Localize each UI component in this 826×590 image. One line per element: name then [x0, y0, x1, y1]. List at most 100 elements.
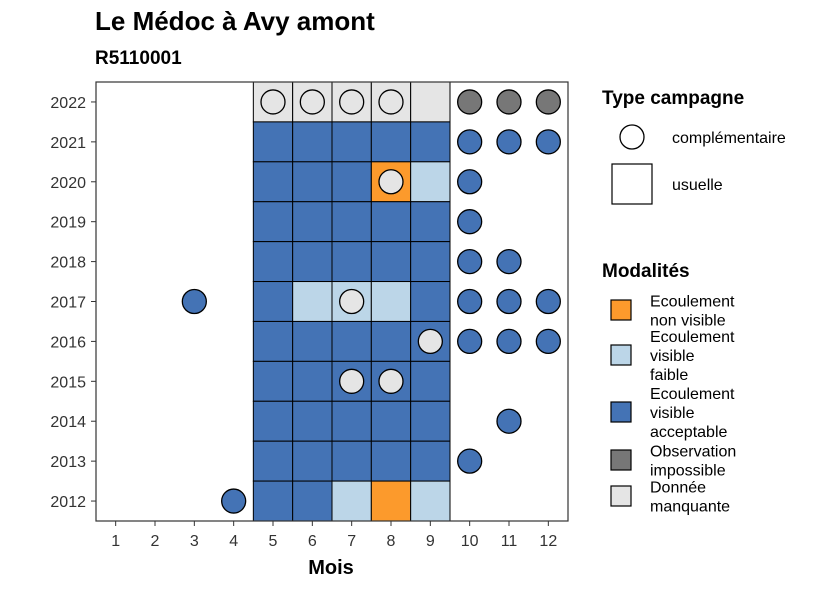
- point-complementaire-2015-7: [339, 368, 365, 394]
- tile-usuelle-2021-5: [252, 121, 294, 163]
- legend-label-observation_impossible: Observation impossible: [650, 444, 736, 480]
- tile-usuelle-2016-5: [252, 320, 294, 362]
- tile-usuelle-2013-8: [370, 440, 412, 482]
- tile-usuelle-2021-7: [331, 121, 372, 163]
- legend-label-ecoulement_non_visible: Ecoulement non visible: [650, 294, 735, 330]
- point-complementaire-2016-9: [417, 328, 443, 355]
- tile-usuelle-2022-9: [410, 81, 451, 123]
- legend-type-campagne: Type campagne complémentaire usuelle: [602, 88, 786, 205]
- y-tick-label-2012: 2012: [50, 494, 86, 511]
- y-tick-label-2018: 2018: [50, 255, 86, 272]
- point-complementaire-2015-8: [378, 368, 404, 394]
- point-complementaire-2016-12: [535, 328, 561, 355]
- tile-usuelle-2014-8: [370, 400, 412, 442]
- point-complementaire-2022-5: [260, 89, 286, 115]
- legend-key-observation_impossible: [610, 449, 632, 471]
- axes: 1 2 3 4 5 6 7 8 9 10 11 122012201320142015201620172…: [50, 81, 569, 550]
- y-tick-label-2013: 2013: [50, 454, 86, 471]
- tile-usuelle-2013-5: [252, 440, 294, 482]
- tile-usuelle-2012-8: [370, 480, 412, 522]
- tile-usuelle-2013-7: [331, 440, 372, 482]
- point-complementaire-2017-3: [181, 288, 207, 315]
- tile-usuelle-2017-8: [370, 281, 412, 322]
- tile-usuelle-2012-9: [410, 480, 451, 522]
- tile-usuelle-2019-6: [292, 201, 333, 243]
- y-tick-label-2014: 2014: [50, 414, 86, 431]
- point-complementaire-2021-12: [535, 129, 561, 155]
- y-tick-label-2020: 2020: [50, 175, 86, 192]
- point-complementaire-2022-8: [378, 89, 404, 115]
- point-complementaire-2018-11: [496, 248, 522, 275]
- point-complementaire-2019-10: [457, 209, 483, 235]
- tile-usuelle-2016-6: [292, 320, 333, 362]
- tile-usuelle-2019-9: [410, 201, 451, 243]
- tile-usuelle-2021-8: [370, 121, 412, 163]
- y-tick-label-2019: 2019: [50, 215, 86, 232]
- point-complementaire-2022-11: [496, 89, 522, 115]
- tile-usuelle-2015-5: [252, 360, 294, 402]
- point-complementaire-2022-7: [339, 89, 365, 115]
- legend-modalites-title: Modalités: [602, 261, 690, 282]
- legend-key-complementaire: [619, 124, 645, 150]
- point-complementaire-2017-10: [457, 288, 483, 315]
- point-complementaire-2020-10: [457, 169, 483, 195]
- x-tick-label-9: 9: [426, 533, 435, 550]
- legend-label-donnee_manquante: Donnée manquante: [650, 480, 730, 516]
- y-tick-label-2016: 2016: [50, 334, 86, 351]
- tile-usuelle-2020-6: [292, 161, 333, 203]
- point-complementaire-2016-11: [496, 328, 522, 355]
- tile-usuelle-2014-9: [410, 400, 451, 442]
- tile-usuelle-2018-7: [331, 241, 372, 283]
- tile-usuelle-2014-5: [252, 400, 294, 442]
- point-complementaire-2022-10: [457, 89, 483, 115]
- point-complementaire-2017-7: [339, 288, 365, 315]
- tile-usuelle-2020-7: [331, 161, 372, 203]
- point-complementaire-2020-8: [378, 169, 404, 195]
- tile-usuelle-2020-9: [410, 161, 451, 203]
- tile-usuelle-2016-8: [370, 320, 412, 362]
- legend-key-ecoulement_visible_faible: [610, 344, 632, 366]
- x-tick-label-5: 5: [269, 533, 278, 550]
- legend-label-ecoulement_visible_faible: Ecoulement visible faible: [650, 329, 735, 384]
- tile-usuelle-2012-6: [292, 480, 333, 522]
- point-complementaire-2022-12: [535, 89, 561, 115]
- x-tick-label-8: 8: [387, 533, 396, 550]
- tile-usuelle-2018-9: [410, 241, 451, 283]
- tile-usuelle-2014-7: [331, 400, 372, 442]
- tile-usuelle-2020-5: [252, 161, 294, 203]
- tile-usuelle-2018-8: [370, 241, 412, 283]
- legend-key-ecoulement_visible_acceptable: [610, 401, 632, 423]
- x-tick-label-12: 12: [539, 533, 557, 550]
- tile-usuelle-2021-6: [292, 121, 333, 163]
- legend-key-donnee_manquante: [610, 485, 632, 507]
- point-complementaire-2017-12: [535, 288, 561, 315]
- point-complementaire-2021-11: [496, 129, 522, 155]
- chart-title: Le Médoc à Avy amont: [95, 6, 375, 36]
- x-axis-label: Mois: [308, 557, 354, 579]
- x-tick-label-1: 1: [111, 533, 120, 550]
- y-tick-label-2021: 2021: [50, 135, 86, 152]
- x-tick-label-2: 2: [151, 533, 160, 550]
- tile-usuelle-2012-7: [331, 480, 372, 522]
- chart-subtitle: R5110001: [95, 48, 182, 69]
- tile-usuelle-2018-5: [252, 241, 294, 283]
- x-tick-label-3: 3: [190, 533, 199, 550]
- plot-area: [181, 81, 561, 522]
- legend-modalites: Modalités Ecoulement non visibleEcoulemen…: [602, 261, 736, 516]
- tile-usuelle-2021-9: [410, 121, 451, 163]
- point-complementaire-2014-11: [496, 408, 522, 434]
- point-complementaire-2022-6: [299, 89, 325, 115]
- tile-usuelle-2012-5: [252, 480, 294, 522]
- point-complementaire-2018-10: [457, 248, 483, 275]
- tile-usuelle-2014-6: [292, 400, 333, 442]
- tile-usuelle-2019-5: [252, 201, 294, 243]
- legend-label-complementaire: complémentaire: [672, 130, 786, 147]
- legend-type-title: Type campagne: [602, 88, 744, 109]
- point-complementaire-2013-10: [457, 448, 483, 474]
- point-complementaire-2021-10: [457, 129, 483, 155]
- x-tick-label-11: 11: [501, 533, 518, 550]
- tile-usuelle-2015-7: [331, 360, 372, 402]
- tile-usuelle-2013-9: [410, 440, 451, 482]
- y-tick-label-2015: 2015: [50, 374, 86, 391]
